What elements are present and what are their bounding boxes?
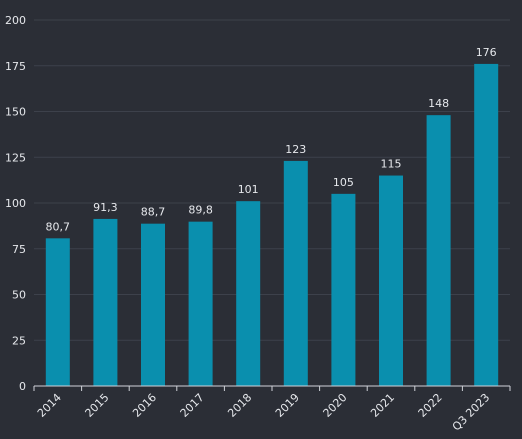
- data-label: 89,8: [188, 204, 213, 217]
- data-label: 105: [333, 176, 354, 189]
- bars: [45, 63, 499, 387]
- y-tick-label: 25: [12, 334, 26, 347]
- bar: [331, 193, 356, 386]
- bar: [236, 201, 261, 386]
- y-tick-label: 0: [19, 380, 26, 393]
- data-label: 88,7: [141, 206, 166, 219]
- bar: [93, 218, 118, 386]
- data-label: 91,3: [93, 201, 118, 214]
- bar: [45, 238, 70, 386]
- data-label: 101: [238, 183, 259, 196]
- bar: [474, 63, 499, 387]
- y-tick-label: 175: [5, 60, 26, 73]
- data-label: 115: [381, 158, 402, 171]
- bar: [426, 115, 451, 386]
- data-label: 176: [476, 46, 497, 59]
- y-tick-label: 50: [12, 289, 26, 302]
- y-tick-label: 100: [5, 197, 26, 210]
- data-labels: 80,7 91,3 88,7 89,8 101 123 105 115 148 176: [46, 46, 497, 233]
- y-tick-label: 150: [5, 106, 26, 119]
- bar: [379, 175, 403, 386]
- data-label: 80,7: [46, 220, 71, 233]
- bar: [283, 160, 308, 386]
- y-tick-label: 75: [12, 243, 26, 256]
- bar: [141, 223, 165, 386]
- data-label: 148: [428, 97, 449, 110]
- data-label: 123: [285, 143, 306, 156]
- bar: [188, 221, 213, 386]
- y-tick-label: 125: [5, 151, 26, 164]
- y-tick-label: 200: [5, 14, 26, 27]
